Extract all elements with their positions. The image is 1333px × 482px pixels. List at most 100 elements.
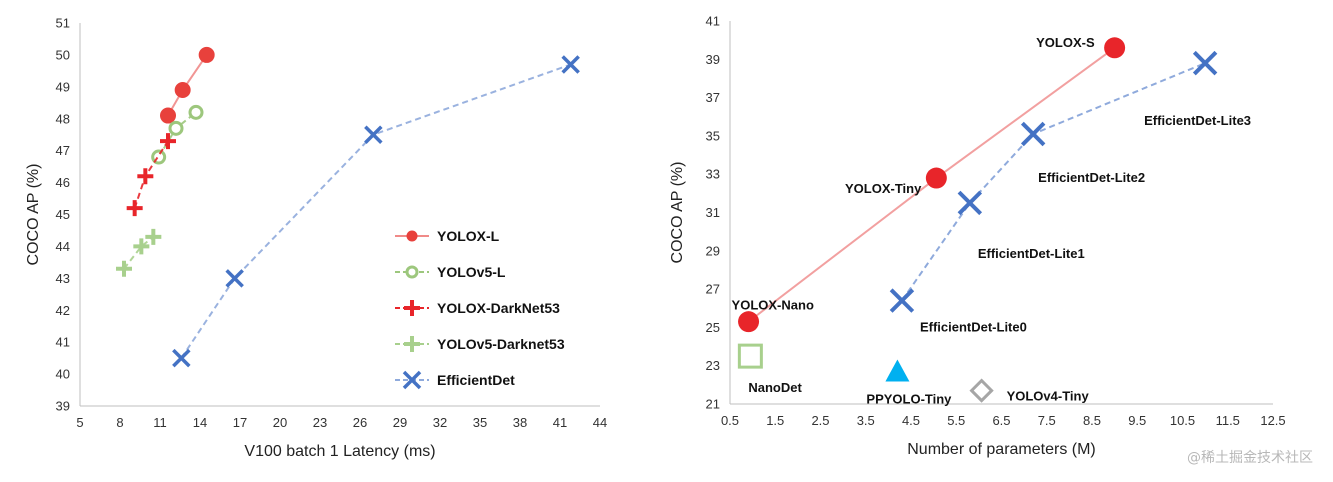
series-efficientdet-lite: EfficientDet-Lite0 EfficientDet-Lite1 Effi… bbox=[889, 50, 1251, 335]
params-x-tick-label: 4.5 bbox=[902, 413, 920, 428]
latency-y-tick-label: 51 bbox=[56, 16, 70, 31]
latency-x-tick-label: 32 bbox=[433, 415, 447, 430]
series-ppyolo-tiny: PPYOLO-Tiny bbox=[866, 359, 952, 406]
params-x-tick-label: 3.5 bbox=[857, 413, 875, 428]
point-label-ppyolo-tiny: PPYOLO-Tiny bbox=[866, 391, 952, 406]
legend-marker-yolox-darknet53 bbox=[404, 300, 420, 316]
params-y-tick-label: 25 bbox=[706, 320, 720, 335]
data-point-yolox-s bbox=[1104, 37, 1126, 59]
latency-y-tick-label: 40 bbox=[56, 367, 70, 382]
series-yolox: YOLOX-Nano YOLOX-Tiny YOLOX-S bbox=[732, 35, 1126, 333]
series-nanodet: NanoDet bbox=[737, 343, 802, 395]
latency-y-tick-label: 49 bbox=[56, 79, 70, 94]
data-point-yolox-nano bbox=[738, 311, 760, 333]
params-y-tick-label: 37 bbox=[706, 90, 720, 105]
point-label-nanodet: NanoDet bbox=[748, 380, 802, 395]
latency-x-tick-label: 8 bbox=[116, 415, 123, 430]
point-label-efficientdet-lite1: EfficientDet-Lite1 bbox=[978, 246, 1085, 261]
params-y-axis-title: COCO AP (%) bbox=[669, 162, 686, 264]
params-x-tick-label: 12.5 bbox=[1260, 413, 1285, 428]
data-point-efficientdet-lite0 bbox=[889, 288, 915, 313]
data-point-ppyolo-tiny bbox=[885, 359, 910, 382]
latency-x-tick-label: 38 bbox=[513, 415, 527, 430]
series-line bbox=[180, 63, 572, 359]
legend-label-yolov5-darknet53: YOLOv5-Darknet53 bbox=[437, 336, 565, 352]
series-yolox-l bbox=[160, 46, 215, 124]
data-point-yolox-l bbox=[160, 107, 176, 124]
series-line bbox=[123, 236, 154, 270]
point-label-yolox-tiny: YOLOX-Tiny bbox=[845, 181, 922, 196]
point-label-efficientdet-lite3: EfficientDet-Lite3 bbox=[1144, 113, 1251, 128]
params-y-tick-label: 29 bbox=[706, 243, 720, 258]
series-line bbox=[901, 62, 1206, 302]
data-point-efficientdet-lite1 bbox=[957, 190, 983, 216]
latency-x-tick-label: 26 bbox=[353, 415, 367, 430]
latency-y-tick-label: 42 bbox=[56, 303, 70, 318]
params-x-tick-label: 0.5 bbox=[721, 413, 739, 428]
legend: YOLOX-L YOLOv5-L YOLOX-DarkNet53 YOLOv5-Dar… bbox=[395, 228, 565, 390]
params-x-tick-label: 11.5 bbox=[1216, 413, 1240, 428]
latency-x-tick-label: 20 bbox=[273, 415, 287, 430]
latency-x-tick-label: 29 bbox=[393, 415, 407, 430]
data-point-efficientdet-lite2 bbox=[1020, 121, 1046, 147]
data-point-yolov5-l bbox=[188, 104, 204, 120]
legend-marker-yolox-l bbox=[406, 230, 418, 242]
latency-x-tick-label: 41 bbox=[553, 415, 567, 430]
latency-y-tick-label: 39 bbox=[56, 399, 70, 414]
legend-label-yolov5-l: YOLOv5-L bbox=[437, 264, 506, 280]
watermark: @稀土掘金技术社区 bbox=[1187, 450, 1313, 466]
latency-y-tick-label: 41 bbox=[56, 335, 70, 350]
data-point-yolox-darknet53 bbox=[137, 168, 154, 185]
latency-y-tick-label: 44 bbox=[56, 239, 70, 254]
params-x-tick-label: 6.5 bbox=[992, 413, 1010, 428]
data-point-yolox-darknet53 bbox=[126, 200, 143, 217]
params-x-tick-label: 10.5 bbox=[1170, 413, 1195, 428]
point-label-yolox-nano: YOLOX-Nano bbox=[732, 298, 814, 313]
data-point-yolox-darknet53 bbox=[160, 133, 176, 150]
series-yolov5-darknet53 bbox=[116, 228, 162, 277]
latency-x-tick-label: 23 bbox=[313, 415, 327, 430]
params-x-tick-label: 2.5 bbox=[811, 413, 829, 428]
legend-label-yolox-darknet53: YOLOX-DarkNet53 bbox=[437, 300, 560, 316]
point-label-yolox-s: YOLOX-S bbox=[1036, 35, 1095, 50]
latency-x-tick-label: 11 bbox=[153, 415, 167, 430]
data-point-yolov4-tiny bbox=[969, 378, 994, 403]
data-point-efficientdet-lite3 bbox=[1192, 50, 1218, 76]
params-y-tick-label: 31 bbox=[706, 205, 720, 220]
data-point-yolov5-l bbox=[168, 120, 184, 136]
latency-y-tick-label: 45 bbox=[56, 207, 70, 222]
data-point-efficientdet bbox=[561, 55, 580, 74]
params-x-tick-label: 7.5 bbox=[1038, 413, 1056, 428]
latency-x-tick-label: 17 bbox=[233, 415, 247, 430]
data-point-efficientdet bbox=[225, 269, 244, 288]
latency-y-tick-label: 43 bbox=[56, 271, 70, 286]
params-y-tick-label: 23 bbox=[706, 358, 720, 373]
legend-marker-yolov5-l bbox=[405, 265, 419, 279]
latency-chart: 5 8 11 14 17 20 23 26 29 32 35 38 41 44 39 40 41 42 43 44 45… bbox=[25, 16, 607, 461]
legend-marker-yolov5-darknet53 bbox=[404, 336, 420, 352]
latency-x-tick-label: 5 bbox=[76, 415, 83, 430]
latency-x-tick-label: 35 bbox=[473, 415, 487, 430]
params-y-tick-label: 35 bbox=[706, 128, 720, 143]
params-x-axis-title: Number of parameters (M) bbox=[907, 441, 1096, 458]
series-yolov4-tiny: YOLOv4-Tiny bbox=[969, 378, 1089, 404]
data-point-nanodet bbox=[737, 343, 763, 369]
params-y-tick-label: 33 bbox=[706, 167, 720, 182]
point-label-efficientdet-lite0: EfficientDet-Lite0 bbox=[920, 320, 1027, 335]
data-point-yolov5-darknet53 bbox=[145, 228, 162, 245]
data-point-efficientdet bbox=[172, 348, 191, 368]
params-x-tick-label: 8.5 bbox=[1083, 413, 1101, 428]
params-x-tick-label: 5.5 bbox=[947, 413, 965, 428]
params-chart: 0.5 1.5 2.5 3.5 4.5 5.5 6.5 7.5 8.5 9.5 10.5 11.5 12… bbox=[669, 14, 1286, 459]
latency-y-axis-title: COCO AP (%) bbox=[25, 164, 42, 266]
legend-label-yolox-l: YOLOX-L bbox=[437, 228, 500, 244]
params-y-tick-label: 41 bbox=[706, 14, 720, 29]
latency-y-tick-label: 50 bbox=[56, 47, 70, 62]
params-y-tick-label: 39 bbox=[706, 52, 720, 67]
legend-marker-efficientdet bbox=[402, 370, 422, 390]
data-point-yolov5-darknet53 bbox=[133, 238, 150, 255]
latency-y-tick-label: 48 bbox=[56, 111, 70, 126]
latency-y-tick-label: 47 bbox=[56, 143, 70, 158]
legend-label-efficientdet: EfficientDet bbox=[437, 372, 515, 388]
